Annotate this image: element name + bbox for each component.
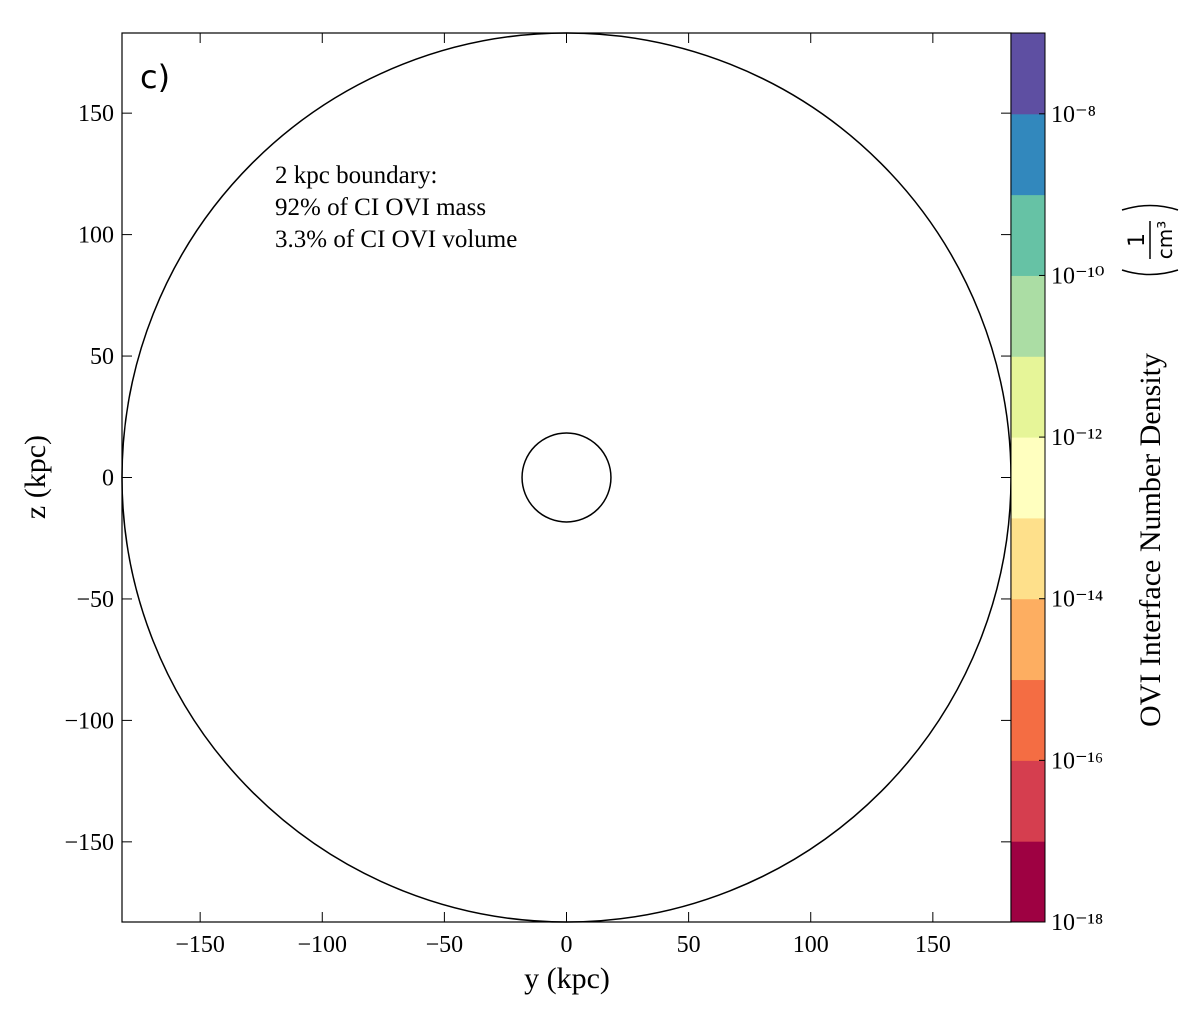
colorbar-tick-label: 10⁻¹⁰ — [1051, 263, 1104, 289]
paren — [1121, 204, 1179, 211]
colorbar-tick-label: 10⁻¹⁴ — [1051, 587, 1103, 613]
y-axis-label: z (kpc) — [19, 435, 52, 519]
colorbar-bin — [1011, 194, 1045, 276]
colorbar-bin — [1011, 33, 1045, 115]
y-tick-label: 0 — [102, 466, 114, 492]
colorbar-unit-denominator: cm³ — [1153, 221, 1177, 260]
y-tick-label: 50 — [90, 344, 114, 370]
colorbar-bin — [1011, 679, 1045, 761]
colorbar-bin — [1011, 598, 1045, 681]
inner-boundary — [521, 432, 612, 523]
colorbar-frame — [1010, 32, 1046, 923]
x-tick-label: −150 — [175, 932, 225, 958]
x-tick-label: −100 — [297, 932, 347, 958]
x-tick-label: 0 — [561, 932, 573, 958]
x-tick-label: 50 — [677, 932, 701, 958]
annotation: 92% of CI OVI mass — [275, 194, 486, 221]
colorbar-tick-label: 10⁻⁸ — [1051, 102, 1096, 128]
colorbar-unit-numerator: 1 — [1125, 233, 1150, 247]
y-tick-label: −150 — [64, 830, 114, 856]
x-axis-label: y (kpc) — [524, 962, 610, 995]
colorbar-bin — [1011, 760, 1045, 842]
colorbar-tick-label: 10⁻¹⁸ — [1051, 910, 1103, 936]
colorbar-title: OVI Interface Number Density 1 cm³ — [1121, 204, 1179, 727]
annotation: 3.3% of CI OVI volume — [275, 226, 517, 253]
y-tick-label: 150 — [78, 101, 114, 127]
colorbar-bin — [1011, 275, 1045, 357]
x-tick-label: 100 — [793, 932, 829, 958]
paren — [1121, 269, 1179, 276]
colorbar-bin — [1011, 356, 1045, 438]
colorbar-bin — [1011, 113, 1045, 196]
y-tick-label: −50 — [76, 587, 114, 613]
colorbar-tick-label: 10⁻¹² — [1051, 425, 1102, 451]
x-tick-label: 150 — [915, 932, 951, 958]
colorbar-bin — [1011, 437, 1045, 519]
annotation: 2 kpc boundary: — [275, 162, 437, 189]
colorbar-label: OVI Interface Number Density — [1134, 353, 1167, 727]
x-tick-label: −50 — [426, 932, 464, 958]
colorbar-bin — [1011, 841, 1045, 923]
colorbar-bin — [1011, 517, 1045, 600]
panel-label: c) — [140, 58, 170, 96]
colorbar-tick-label: 10⁻¹⁶ — [1051, 748, 1103, 774]
y-tick-label: −100 — [64, 708, 114, 734]
y-tick-label: 100 — [78, 223, 114, 249]
